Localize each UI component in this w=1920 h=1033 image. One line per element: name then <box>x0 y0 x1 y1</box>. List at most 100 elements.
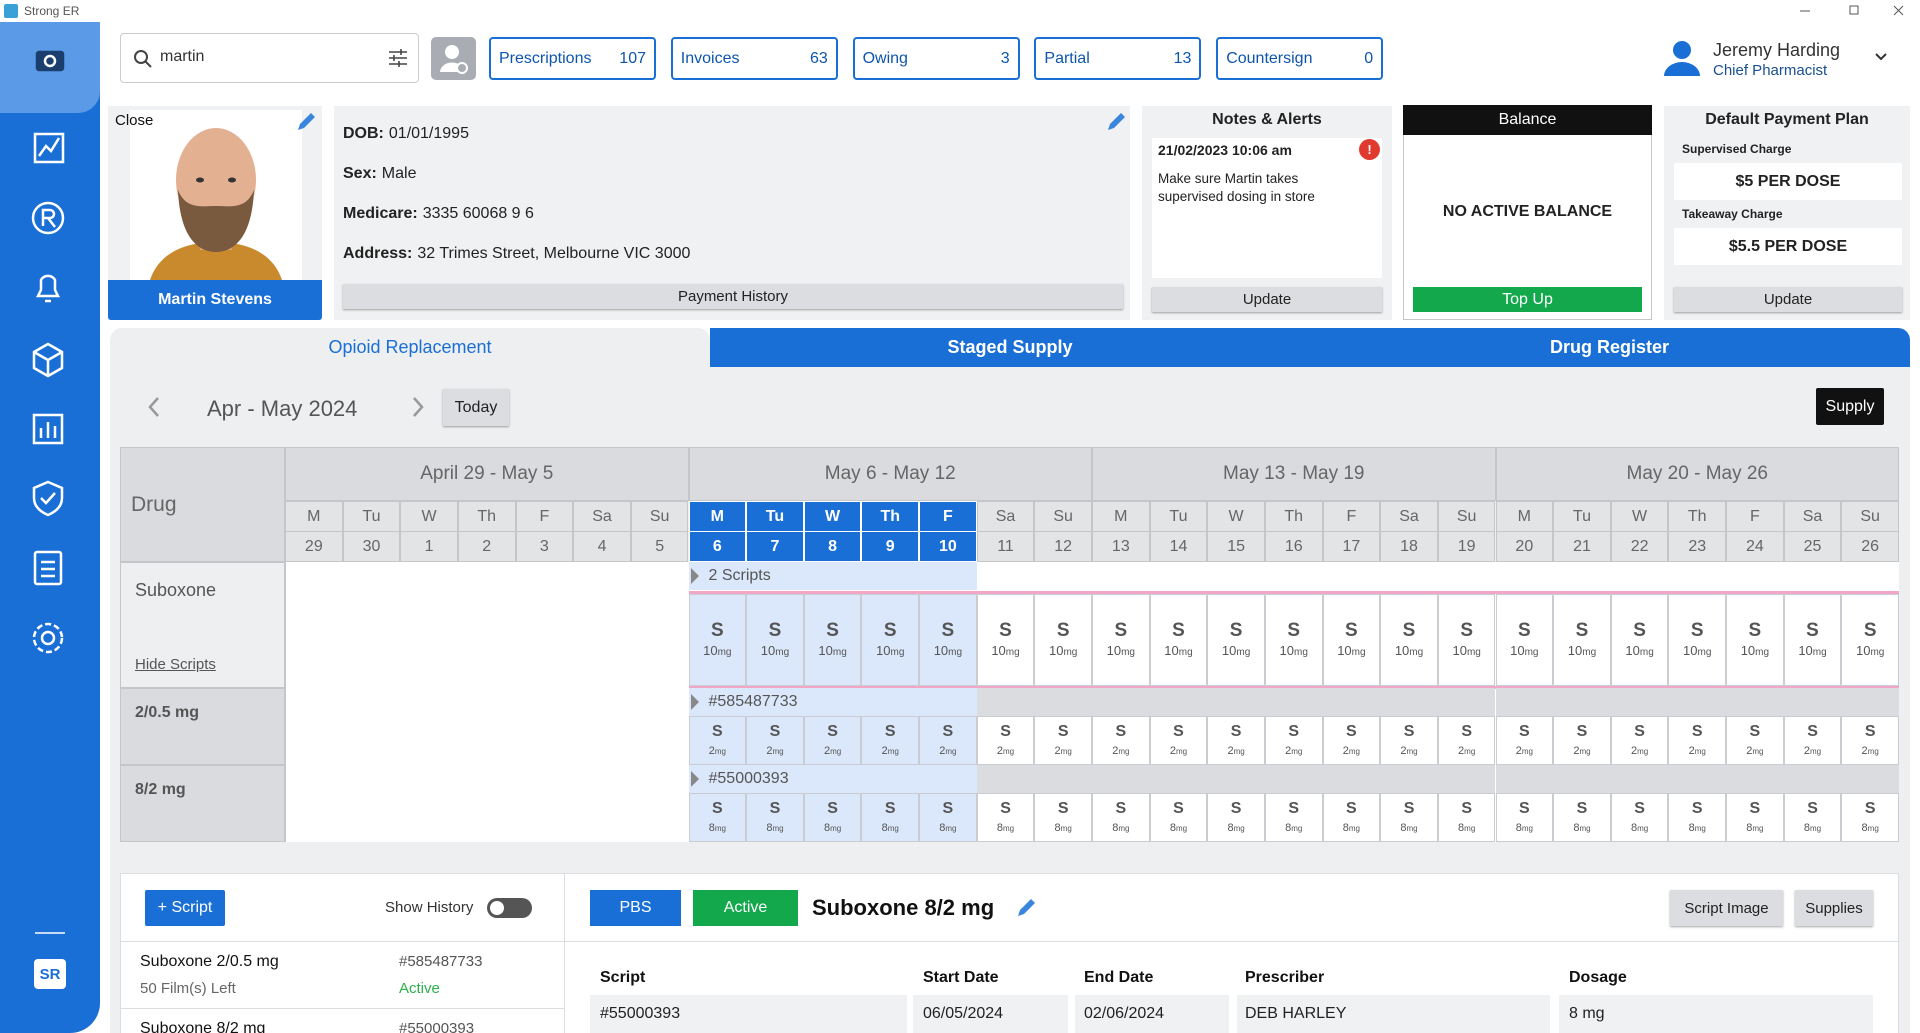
dose-cell[interactable]: S 2mg <box>1380 716 1438 765</box>
dose-cell[interactable]: S 10mg <box>1264 594 1323 686</box>
dose-cell[interactable]: S 2mg <box>1553 716 1611 765</box>
dose-cell[interactable]: S 10mg <box>803 594 862 686</box>
tab[interactable]: Staged Supply <box>947 337 1073 357</box>
today-button[interactable]: Today <box>443 389 509 426</box>
dose-cell[interactable]: S 8mg <box>1092 793 1150 842</box>
counter-button[interactable]: Owing 3 <box>852 37 1020 80</box>
dose-cell[interactable]: S 10mg <box>688 594 747 686</box>
script-action-button[interactable]: Script Image <box>1670 890 1783 926</box>
dose-cell[interactable]: S 2mg <box>1437 716 1496 765</box>
search-input[interactable]: martin <box>160 48 205 65</box>
dose-cell[interactable]: S 2mg <box>1322 716 1381 765</box>
dose-cell[interactable]: S 10mg <box>1726 594 1784 686</box>
dose-cell[interactable]: S 10mg <box>861 594 920 686</box>
dose-cell[interactable]: S 8mg <box>1322 793 1381 842</box>
dose-cell[interactable]: S 10mg <box>746 594 804 686</box>
dose-cell[interactable]: S 2mg <box>1207 716 1265 765</box>
dose-cell[interactable]: S 2mg <box>861 716 920 765</box>
search-box[interactable] <box>120 33 419 83</box>
dose-cell[interactable]: S 8mg <box>1610 793 1669 842</box>
dose-cell[interactable]: S 10mg <box>1322 594 1381 686</box>
dose-cell[interactable]: S 2mg <box>1726 716 1784 765</box>
dose-cell[interactable]: S 8mg <box>688 793 747 842</box>
dose-cell[interactable]: S 10mg <box>919 594 977 686</box>
dose-cell[interactable]: S 2mg <box>1783 716 1842 765</box>
previous-period[interactable] <box>144 394 164 420</box>
dose-cell[interactable]: S 8mg <box>746 793 804 842</box>
dose-cell[interactable]: S 10mg <box>1034 594 1092 686</box>
hide-scripts-link[interactable]: Hide Scripts <box>135 656 216 673</box>
dose-cell[interactable]: S 8mg <box>861 793 920 842</box>
dose-cell[interactable]: S 2mg <box>919 716 977 765</box>
dose-cell[interactable]: S 2mg <box>976 716 1035 765</box>
edit-patient-photo[interactable] <box>294 110 318 134</box>
dose-cell[interactable]: S 10mg <box>1092 594 1150 686</box>
payment-plan-update-button[interactable]: Update <box>1674 287 1902 312</box>
patient-lookup-button[interactable] <box>431 37 476 80</box>
tab[interactable]: Drug Register <box>1549 337 1670 357</box>
dose-cell[interactable]: S 8mg <box>1783 793 1842 842</box>
add-script-button[interactable]: + Script <box>145 890 225 926</box>
dose-cell[interactable]: S 2mg <box>1841 716 1899 765</box>
dose-cell[interactable]: S 8mg <box>1841 793 1899 842</box>
dose-cell[interactable]: S 8mg <box>1380 793 1438 842</box>
script-list-name[interactable]: Suboxone 2/0.5 mg <box>140 953 279 970</box>
top-up-button[interactable]: Top Up <box>1413 287 1642 312</box>
dose-cell[interactable]: S 10mg <box>1437 594 1496 686</box>
dose-cell[interactable]: S 2mg <box>746 716 804 765</box>
dose-cell[interactable]: S 8mg <box>1207 793 1265 842</box>
dose-cell[interactable]: S 2mg <box>803 716 862 765</box>
dose-cell[interactable]: S 8mg <box>1495 793 1554 842</box>
dose-cell[interactable]: S 8mg <box>919 793 977 842</box>
dose-cell[interactable]: S 8mg <box>1726 793 1784 842</box>
dose-unit: mg <box>1752 823 1764 833</box>
script-band-label[interactable]: 2 Scripts <box>708 567 771 584</box>
show-history-toggle[interactable] <box>487 898 532 918</box>
dose-cell[interactable]: S 2mg <box>1092 716 1150 765</box>
dose-cell[interactable]: S 10mg <box>1207 594 1265 686</box>
dose-cell[interactable]: S 8mg <box>1553 793 1611 842</box>
next-period[interactable] <box>408 394 428 420</box>
dose-cell[interactable]: S 8mg <box>1034 793 1092 842</box>
dose-cell[interactable]: S 2mg <box>1149 716 1208 765</box>
tab-active[interactable]: Opioid Replacement <box>110 328 710 367</box>
dose-cell[interactable]: S 8mg <box>1149 793 1208 842</box>
counter-button[interactable]: Partial 13 <box>1034 37 1202 80</box>
dose-cell[interactable]: S 2mg <box>1495 716 1554 765</box>
dose-cell[interactable]: S 2mg <box>688 716 747 765</box>
dose-cell[interactable]: S 8mg <box>1437 793 1496 842</box>
dose-cell[interactable]: S 10mg <box>1783 594 1842 686</box>
dose-cell[interactable]: S 2mg <box>1668 716 1727 765</box>
dose-cell[interactable]: S 10mg <box>1610 594 1669 686</box>
dose-cell[interactable]: S 10mg <box>1149 594 1208 686</box>
dose-cell[interactable]: S 10mg <box>976 594 1035 686</box>
dose-cell[interactable]: S 2mg <box>1034 716 1092 765</box>
edit-script[interactable] <box>1014 896 1038 920</box>
dose-cell[interactable]: S 8mg <box>803 793 862 842</box>
dose-cell[interactable]: S 10mg <box>1841 594 1899 686</box>
payment-history-button[interactable]: Payment History <box>343 284 1123 309</box>
dose-cell[interactable]: S 10mg <box>1553 594 1611 686</box>
close-button[interactable]: Close <box>115 112 154 129</box>
dose-cell[interactable]: S 10mg <box>1380 594 1438 686</box>
dose-cell[interactable]: S 2mg <box>1610 716 1669 765</box>
edit-patient-details[interactable] <box>1104 110 1128 134</box>
script-list-name[interactable]: Suboxone 8/2 mg <box>140 1020 266 1033</box>
dose-cell[interactable]: S 10mg <box>1668 594 1727 686</box>
script-band-label[interactable]: #585487733 <box>708 693 798 710</box>
user-menu-chevron[interactable] <box>1874 52 1888 62</box>
dose-cell[interactable]: S 8mg <box>1668 793 1727 842</box>
counter-button[interactable]: Prescriptions 107 <box>489 37 656 80</box>
dose-code: S <box>1691 799 1703 817</box>
script-action-button[interactable]: Supplies <box>1795 890 1873 926</box>
counter-button[interactable]: Invoices 63 <box>670 37 838 80</box>
script-band-label[interactable]: #55000393 <box>708 770 789 787</box>
counter-button[interactable]: Countersign 0 <box>1216 37 1384 80</box>
filter-icon[interactable] <box>387 47 409 69</box>
dose-cell[interactable]: S 10mg <box>1495 594 1554 686</box>
dose-cell[interactable]: S 2mg <box>1264 716 1323 765</box>
dose-cell[interactable]: S 8mg <box>1264 793 1323 842</box>
supply-button[interactable]: Supply <box>1816 388 1884 425</box>
notes-update-button[interactable]: Update <box>1152 287 1382 312</box>
dose-cell[interactable]: S 8mg <box>976 793 1035 842</box>
